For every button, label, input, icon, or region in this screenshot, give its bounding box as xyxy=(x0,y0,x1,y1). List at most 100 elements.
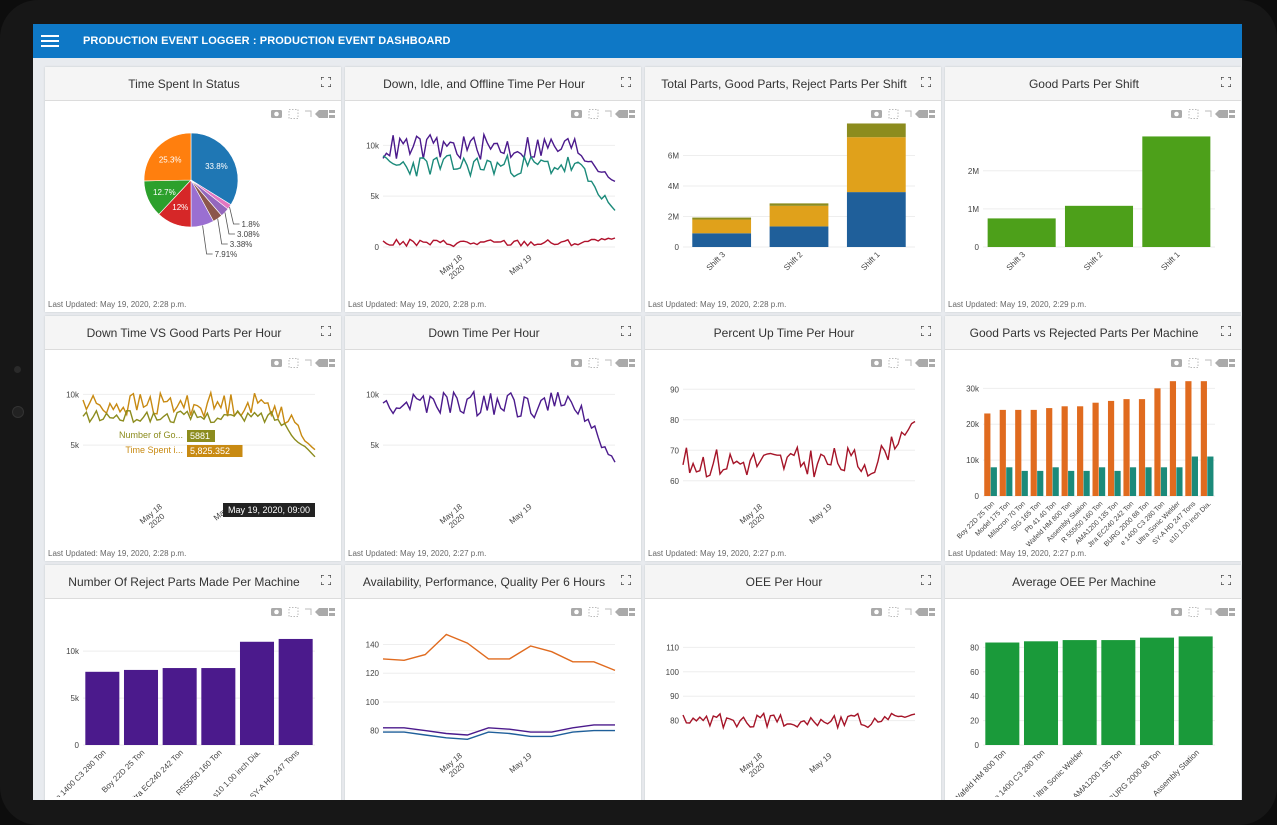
zoom-box-icon[interactable] xyxy=(588,109,599,119)
expand-icon[interactable] xyxy=(921,77,931,87)
zoom-box-icon[interactable] xyxy=(588,607,599,617)
pan-icon[interactable] xyxy=(905,608,912,615)
hover-compare-icon[interactable] xyxy=(329,359,335,367)
pan-icon[interactable] xyxy=(905,110,912,117)
hover-compare-icon[interactable] xyxy=(629,608,635,616)
pan-icon[interactable] xyxy=(305,110,312,117)
hover-compare-icon[interactable] xyxy=(1229,359,1235,367)
chart-toolbar xyxy=(871,109,935,119)
hover-compare-icon[interactable] xyxy=(329,110,335,118)
hover-closest-icon[interactable] xyxy=(915,110,928,118)
y-tick-label: 90 xyxy=(670,385,679,394)
zoom-box-icon[interactable] xyxy=(288,109,299,119)
svg-text:Shift 2: Shift 2 xyxy=(1082,250,1105,273)
zoom-box-icon[interactable] xyxy=(288,358,299,368)
expand-icon[interactable] xyxy=(921,326,931,336)
zoom-box-icon[interactable] xyxy=(888,109,899,119)
svg-text:May 19: May 19 xyxy=(508,253,534,277)
hover-compare-icon[interactable] xyxy=(1229,110,1235,118)
chart-area: 60 70 80 90 May 18 2020 May 19 xyxy=(645,368,941,548)
y-tick-label: 1M xyxy=(968,205,979,214)
camera-icon[interactable] xyxy=(271,359,282,367)
pan-icon[interactable] xyxy=(605,608,612,615)
pan-icon[interactable] xyxy=(1205,608,1212,615)
expand-icon[interactable] xyxy=(921,575,931,585)
chart-area: 0 5k 10k e 1400 C3 280 Ton Boy 22D 25 Ton Jtr… xyxy=(45,617,341,800)
zoom-box-icon[interactable] xyxy=(888,358,899,368)
camera-icon[interactable] xyxy=(1171,608,1182,616)
hover-closest-icon[interactable] xyxy=(315,608,328,616)
camera-icon[interactable] xyxy=(571,359,582,367)
pie-label: 7.91% xyxy=(215,250,238,259)
camera-icon[interactable] xyxy=(1171,359,1182,367)
hover-closest-icon[interactable] xyxy=(615,359,628,367)
y-tick-label: 10k xyxy=(66,647,80,656)
camera-icon[interactable] xyxy=(1171,110,1182,118)
hover-compare-icon[interactable] xyxy=(629,359,635,367)
bar xyxy=(1107,400,1115,496)
expand-icon[interactable] xyxy=(321,575,331,585)
x-tick-label: May 19 xyxy=(808,502,834,526)
hover-closest-icon[interactable] xyxy=(315,359,328,367)
chart-panel: Availability, Performance, Quality Per 6… xyxy=(345,565,641,800)
bar xyxy=(846,137,906,193)
zoom-box-icon[interactable] xyxy=(588,358,599,368)
zoom-box-icon[interactable] xyxy=(288,607,299,617)
camera-icon[interactable] xyxy=(871,359,882,367)
zoom-box-icon[interactable] xyxy=(1188,607,1199,617)
zoom-box-icon[interactable] xyxy=(1188,109,1199,119)
expand-icon[interactable] xyxy=(621,575,631,585)
bar xyxy=(985,642,1020,745)
camera-icon[interactable] xyxy=(271,110,282,118)
series-line xyxy=(382,633,616,672)
hover-compare-icon[interactable] xyxy=(329,608,335,616)
y-tick-label: 80 xyxy=(670,717,679,726)
pan-icon[interactable] xyxy=(305,359,312,366)
hover-compare-icon[interactable] xyxy=(929,359,935,367)
hover-closest-icon[interactable] xyxy=(915,608,928,616)
camera-icon[interactable] xyxy=(571,608,582,616)
svg-text:May 19: May 19 xyxy=(808,751,834,775)
expand-icon[interactable] xyxy=(1221,575,1231,585)
pan-icon[interactable] xyxy=(1205,110,1212,117)
camera-sensor xyxy=(14,366,21,373)
expand-icon[interactable] xyxy=(321,326,331,336)
hover-closest-icon[interactable] xyxy=(1215,359,1228,367)
hover-closest-icon[interactable] xyxy=(1215,608,1228,616)
tooltip-value: 5,825.352 xyxy=(190,446,230,456)
camera-icon[interactable] xyxy=(571,110,582,118)
pan-icon[interactable] xyxy=(1205,359,1212,366)
pan-icon[interactable] xyxy=(905,359,912,366)
hover-compare-icon[interactable] xyxy=(929,110,935,118)
panel-title: Percent Up Time Per Hour xyxy=(713,326,855,340)
expand-icon[interactable] xyxy=(621,77,631,87)
hover-closest-icon[interactable] xyxy=(315,110,328,118)
hover-compare-icon[interactable] xyxy=(929,608,935,616)
pan-icon[interactable] xyxy=(305,608,312,615)
expand-icon[interactable] xyxy=(321,77,331,87)
camera-icon[interactable] xyxy=(271,608,282,616)
camera-icon[interactable] xyxy=(871,608,882,616)
hover-closest-icon[interactable] xyxy=(615,608,628,616)
hover-compare-icon[interactable] xyxy=(1229,608,1235,616)
hover-closest-icon[interactable] xyxy=(615,110,628,118)
camera-icon[interactable] xyxy=(871,110,882,118)
pan-icon[interactable] xyxy=(605,110,612,117)
series-line xyxy=(82,389,316,451)
expand-icon[interactable] xyxy=(621,326,631,336)
hamburger-menu-icon[interactable] xyxy=(41,32,59,48)
hover-closest-icon[interactable] xyxy=(1215,110,1228,118)
zoom-box-icon[interactable] xyxy=(888,607,899,617)
chart-panel: Percent Up Time Per Hour 60 70 80 90 May 18 20… xyxy=(645,316,941,561)
hover-closest-icon[interactable] xyxy=(915,359,928,367)
y-tick-label: 5k xyxy=(71,441,80,450)
last-updated-text: Last Updated: May 19, 2020, 2:28 p.m. xyxy=(48,300,187,309)
zoom-box-icon[interactable] xyxy=(1188,358,1199,368)
expand-icon[interactable] xyxy=(1221,77,1231,87)
expand-icon[interactable] xyxy=(1221,326,1231,336)
pan-icon[interactable] xyxy=(605,359,612,366)
hover-compare-icon[interactable] xyxy=(629,110,635,118)
